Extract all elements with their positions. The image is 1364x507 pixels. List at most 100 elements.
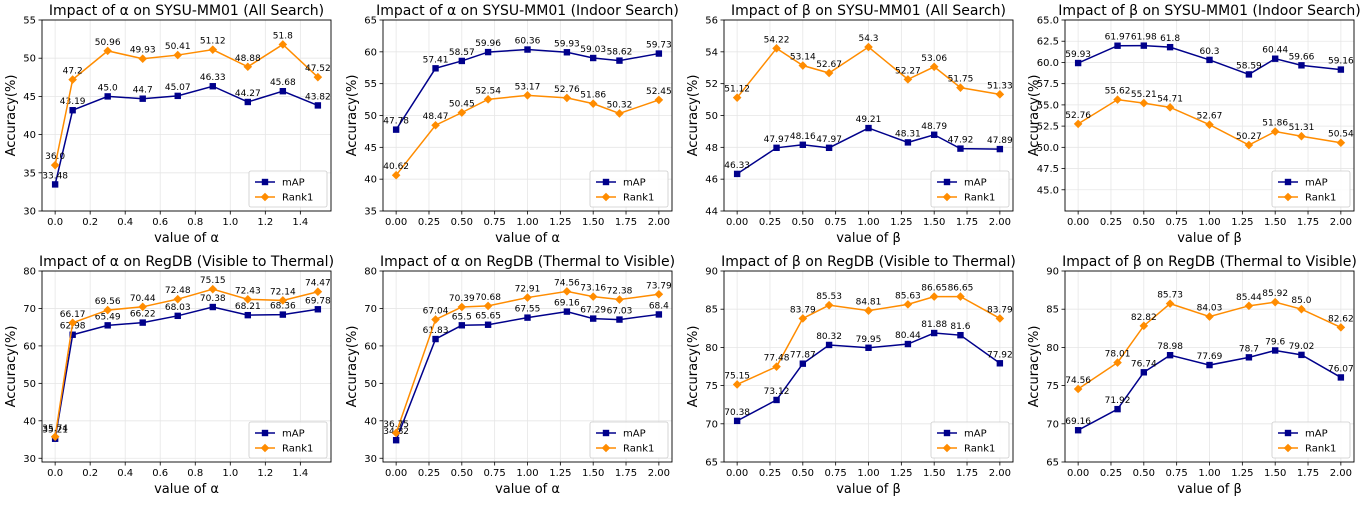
data-point bbox=[825, 144, 833, 152]
data-label: 82.82 bbox=[1131, 313, 1157, 323]
data-label: 61.97 bbox=[1105, 33, 1131, 43]
x-tick-label: 1.50 bbox=[582, 217, 604, 228]
data-label: 78.7 bbox=[1239, 344, 1259, 354]
x-tick-label: 1.75 bbox=[1297, 217, 1319, 228]
line-chart: Impact of α on RegDB (Thermal to Visible… bbox=[345, 254, 675, 497]
y-tick-label: 85 bbox=[1046, 305, 1059, 316]
data-label: 76.74 bbox=[1131, 359, 1157, 369]
data-label: 35.74 bbox=[42, 424, 68, 434]
data-point bbox=[68, 75, 77, 84]
x-tick-label: 1.00 bbox=[1198, 468, 1220, 479]
data-point bbox=[484, 48, 492, 56]
legend: mAP Rank1 bbox=[589, 421, 669, 459]
data-label: 79.6 bbox=[1265, 337, 1285, 347]
x-tick-label: 1.75 bbox=[1297, 468, 1319, 479]
chart-title: Impact of β on SYSU-MM01 (All Search) bbox=[731, 3, 1006, 19]
data-label: 73.16 bbox=[580, 284, 606, 294]
y-axis-label: Accuracy(%) bbox=[4, 326, 19, 408]
data-point bbox=[957, 331, 964, 339]
x-tick-label: 0.75 bbox=[1166, 468, 1188, 479]
series-line bbox=[54, 85, 319, 185]
plot-frame bbox=[382, 19, 673, 212]
y-tick-label: 75 bbox=[1046, 381, 1059, 392]
data-label: 47.52 bbox=[305, 64, 331, 74]
x-tick-label: 0.25 bbox=[1100, 217, 1122, 228]
data-point bbox=[278, 40, 288, 49]
x-axis-label: value of α bbox=[495, 482, 560, 497]
x-tick-label: 2.00 bbox=[1330, 468, 1352, 479]
legend-label: Rank1 bbox=[1305, 444, 1336, 455]
y-tick-label: 50.0 bbox=[1037, 143, 1059, 154]
line-chart: Impact of β on RegDB (Visible to Thermal… bbox=[686, 254, 1016, 497]
x-tick-label: 0.6 bbox=[152, 217, 168, 228]
data-point bbox=[562, 287, 572, 296]
legend-label: Rank1 bbox=[282, 444, 313, 455]
data-label: 51.8 bbox=[273, 31, 293, 41]
data-label: 58.59 bbox=[1236, 61, 1262, 71]
data-label: 70.44 bbox=[130, 294, 156, 304]
data-point bbox=[798, 314, 808, 323]
data-point bbox=[903, 75, 913, 84]
data-label: 72.48 bbox=[165, 286, 191, 296]
legend-label: mAP bbox=[282, 429, 305, 440]
y-tick-label: 85 bbox=[705, 305, 718, 316]
data-label: 60.44 bbox=[1262, 46, 1288, 56]
x-tick-label: 0.2 bbox=[82, 217, 98, 228]
data-point bbox=[1114, 405, 1121, 413]
data-label: 86.65 bbox=[921, 284, 947, 294]
chart-panel: Impact of β on SYSU-MM01 (All Search) 44 4… bbox=[682, 0, 1023, 251]
data-label: 49.21 bbox=[856, 115, 882, 125]
data-label: 48.16 bbox=[790, 132, 816, 142]
x-tick-label: 0.50 bbox=[451, 217, 473, 228]
data-label: 52.45 bbox=[646, 87, 672, 97]
data-label: 76.07 bbox=[1328, 364, 1354, 374]
data-point bbox=[1297, 304, 1306, 314]
data-label: 85.0 bbox=[1291, 296, 1311, 306]
x-tick-label: 1.50 bbox=[1264, 217, 1286, 228]
x-tick-label: 0.25 bbox=[759, 217, 781, 228]
x-tick-label: 0.0 bbox=[47, 468, 63, 479]
x-tick-label: 1.25 bbox=[890, 468, 912, 479]
data-label: 83.79 bbox=[987, 305, 1013, 315]
data-label: 51.86 bbox=[580, 91, 606, 101]
plot-frame bbox=[41, 270, 332, 463]
y-tick-label: 65 bbox=[705, 458, 718, 469]
x-tick-label: 1.00 bbox=[516, 468, 538, 479]
x-tick-label: 0.50 bbox=[792, 217, 814, 228]
data-label: 45.07 bbox=[165, 83, 191, 93]
legend: mAP Rank1 bbox=[248, 421, 328, 459]
data-point bbox=[798, 61, 808, 70]
data-label: 40.62 bbox=[383, 162, 409, 172]
data-label: 66.17 bbox=[60, 310, 86, 320]
data-point bbox=[1074, 427, 1082, 434]
data-point bbox=[995, 314, 1005, 323]
data-label: 81.88 bbox=[921, 320, 947, 330]
data-point bbox=[733, 170, 741, 178]
data-point bbox=[1205, 120, 1214, 129]
data-label: 67.03 bbox=[607, 307, 633, 317]
data-label: 79.95 bbox=[856, 335, 882, 345]
y-tick-label: 70 bbox=[364, 304, 377, 315]
data-point bbox=[865, 344, 872, 351]
data-label: 81.6 bbox=[950, 322, 970, 332]
x-tick-label: 0.50 bbox=[1133, 217, 1155, 228]
data-point bbox=[243, 62, 253, 72]
data-point bbox=[562, 93, 572, 103]
y-tick-label: 35 bbox=[23, 168, 36, 179]
data-label: 50.32 bbox=[607, 100, 633, 110]
data-label: 67.55 bbox=[515, 305, 541, 315]
data-point bbox=[957, 145, 964, 152]
data-label: 72.43 bbox=[235, 286, 261, 296]
line-chart: Impact of β on RegDB (Thermal to Visible… bbox=[1027, 254, 1357, 497]
x-tick-label: 0.00 bbox=[726, 468, 748, 479]
data-label: 51.33 bbox=[987, 81, 1013, 91]
series-map: 46.33 47.97 48.16 47.97 49.21 48.3148.7947.92… bbox=[724, 115, 1013, 178]
y-axis-label: Accuracy(%) bbox=[345, 75, 360, 157]
data-label: 79.02 bbox=[1289, 342, 1315, 352]
x-tick-label: 2.00 bbox=[648, 217, 670, 228]
data-point bbox=[1166, 43, 1174, 51]
data-label: 59.93 bbox=[1065, 50, 1091, 60]
